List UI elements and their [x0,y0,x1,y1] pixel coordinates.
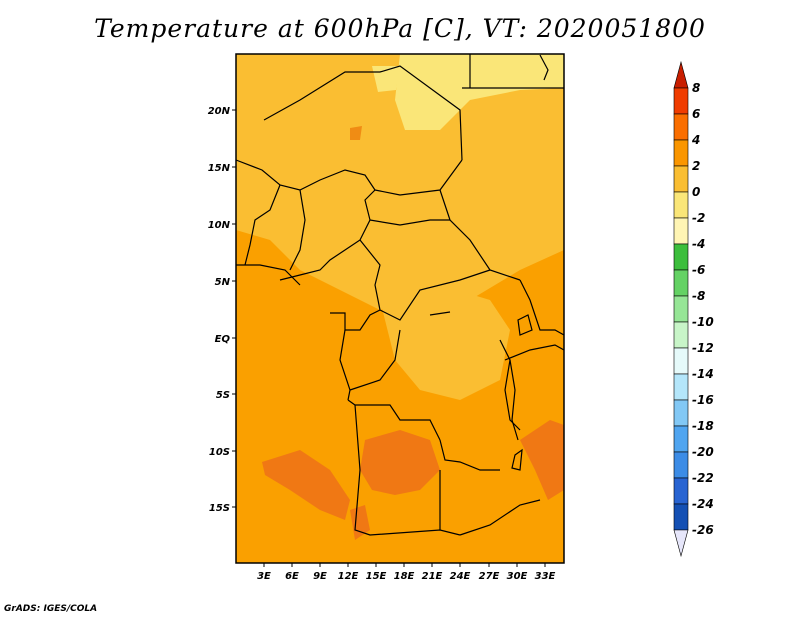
colorbar-label: 0 [692,185,700,199]
colorbar-label: -20 [692,445,714,459]
lon-label: 24E [450,571,471,582]
lon-label: 30E [507,571,528,582]
colorbar-label: 2 [692,159,700,173]
colorbar: 8 6 4 2 0 -2 -4 -6 -8 -10 -12 -14 -16 -1… [673,60,714,558]
lakes [429,54,549,471]
lat-label: 10N [208,220,231,231]
map-panel [235,53,565,564]
colorbar-segment [673,243,689,271]
lat-label: 15N [208,163,231,174]
lon-label: 21E [422,571,443,582]
colorbar-label: -26 [692,523,714,537]
colorbar-label: -10 [692,315,714,329]
colorbar-top-arrow [673,60,689,89]
lon-label: 27E [479,571,500,582]
lat-label: EQ [215,334,231,345]
colorbar-segment [673,451,689,479]
colorbar-segment [673,217,689,245]
lat-label: 20N [208,106,231,117]
warm-region-light-north [236,54,564,310]
colorbar-segment [673,113,689,141]
lon-label: 9E [313,571,327,582]
colorbar-segment [673,295,689,323]
hot-patch-southwest [262,450,350,520]
lat-label: 5N [215,277,231,288]
colorbar-label: -12 [692,341,714,355]
colorbar-segment [673,477,689,505]
colorbar-segment [673,399,689,427]
grads-credit: GrADS: IGES/COLA [4,604,98,614]
lon-label: 15E [366,571,387,582]
colorbar-label: -14 [692,367,714,381]
lat-label: 5S [216,390,230,401]
lon-label: 33E [535,571,556,582]
colorbar-label: -18 [692,419,714,433]
lat-label: 10S [209,447,230,458]
colorbar-label: -16 [692,393,714,407]
colorbar-segment [673,139,689,167]
colorbar-segment [673,503,689,531]
cool-patch-northeast [395,54,564,130]
colorbar-label: 8 [692,81,700,95]
lat-label: 15S [209,503,230,514]
colorbar-segment [673,269,689,297]
colorbar-label: -22 [692,471,714,485]
hot-patch-south [350,505,370,540]
colorbar-segment [673,87,689,115]
hot-patch-southeast [520,420,564,500]
lon-label: 3E [257,571,271,582]
colorbar-segment [673,191,689,219]
warm-region-light-center [380,285,510,400]
longitude-axis: 3E 6E 9E 12E 15E 18E 21E 24E 27E 30E 33E [257,563,556,582]
hot-patch-angola [360,430,440,495]
colorbar-segment [673,425,689,453]
colorbar-label: -24 [692,497,714,511]
colorbar-segment [673,165,689,193]
country-borders [235,54,565,536]
map-title: Temperature at 600hPa [C], VT: 202005180… [94,14,706,43]
lon-label: 18E [394,571,415,582]
lon-label: 12E [338,571,359,582]
colorbar-segment [673,373,689,401]
colorbar-segment [673,347,689,375]
latitude-axis: 20N 15N 10N 5N EQ 5S 10S 15S [208,106,236,514]
hot-patch-north [350,126,362,140]
colorbar-label: 6 [692,107,700,121]
colorbar-label: -4 [692,237,705,251]
map-frame [235,53,565,564]
lon-label: 6E [285,571,299,582]
colorbar-segment [673,321,689,349]
colorbar-label: 4 [691,133,700,147]
colorbar-label: -8 [692,289,705,303]
colorbar-bottom-arrow [673,529,689,558]
colorbar-label: -2 [692,211,705,225]
colorbar-label: -6 [692,263,705,277]
